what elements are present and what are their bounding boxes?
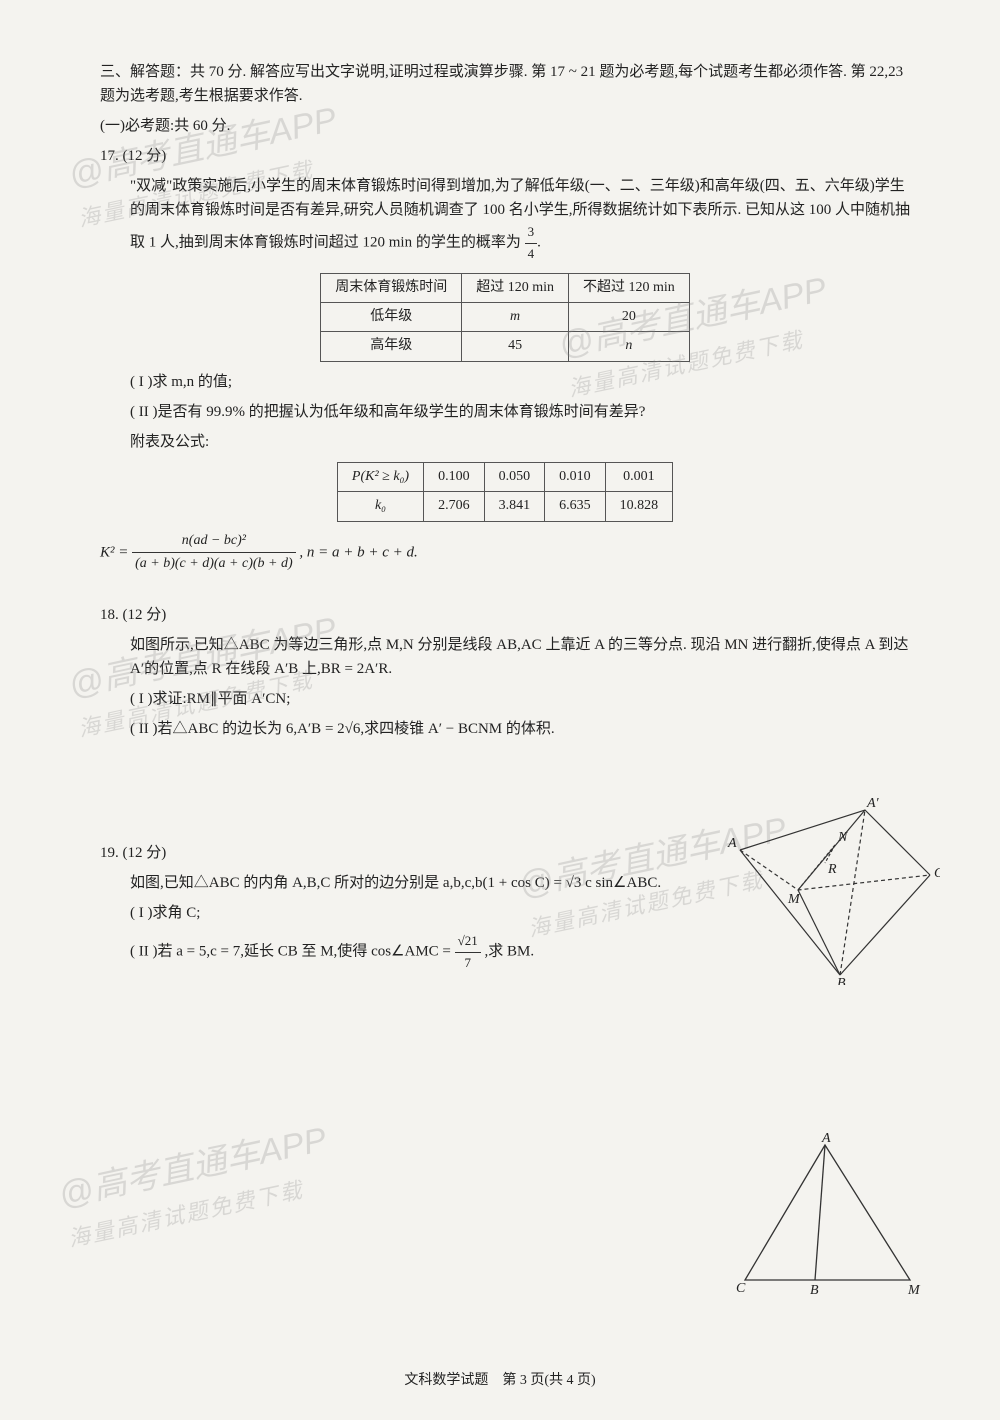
label-M: M — [907, 1283, 921, 1298]
q17-head: 17. (12 分) — [100, 144, 910, 168]
edge — [740, 850, 840, 975]
label-N: N — [837, 830, 848, 845]
q19-svg: A C B M — [730, 1130, 930, 1300]
q18-part2: ( II )若△ABC 的边长为 6,A′B = 2√6,求四棱锥 A′ − B… — [100, 717, 910, 741]
edge — [798, 890, 840, 975]
q17-table1: 周末体育锻炼时间 超过 120 min 不超过 120 min 低年级 m 20… — [320, 273, 690, 362]
label-R: R — [827, 862, 837, 877]
q18-svg: A A′ C B M N R — [710, 795, 940, 985]
th: 超过 120 min — [462, 273, 569, 302]
formula-tail: , n = a + b + c + d. — [299, 544, 417, 560]
td: 2.706 — [424, 492, 485, 521]
q17-attach: 附表及公式: — [100, 430, 910, 454]
td: 20 — [569, 302, 690, 331]
section-header: 三、解答题：共 70 分. 解答应写出文字说明,证明过程或演算步骤. 第 17 … — [100, 60, 910, 108]
th: 不超过 120 min — [569, 273, 690, 302]
th: P(K² ≥ k₀) — [337, 462, 423, 491]
td: 0.010 — [545, 462, 606, 491]
page-footer: 文科数学试题 第 3 页(共 4 页) — [0, 1370, 1000, 1392]
label-M: M — [787, 892, 801, 907]
q18-body: 如图所示,已知△ABC 为等边三角形,点 M,N 分别是线段 AB,AC 上靠近… — [100, 633, 910, 681]
label-A: A — [727, 836, 737, 851]
fraction-3-4: 34 — [525, 222, 538, 265]
formula-fraction: n(ad − bc)² (a + b)(c + d)(a + c)(b + d) — [132, 530, 296, 576]
th: 周末体育锻炼时间 — [321, 273, 462, 302]
q18-figure: A A′ C B M N R — [710, 795, 940, 985]
td: 0.050 — [484, 462, 545, 491]
q17-part2: ( II )是否有 99.9% 的把握认为低年级和高年级学生的周末体育锻炼时间有… — [100, 400, 910, 424]
q17-text: "双减"政策实施后,小学生的周末体育锻炼时间得到增加,为了解低年级(一、二、三年… — [130, 178, 910, 251]
label-B: B — [837, 976, 846, 985]
th: k₀ — [337, 492, 423, 521]
label-C: C — [934, 866, 940, 881]
q17-formula: K² = n(ad − bc)² (a + b)(c + d)(a + c)(b… — [100, 530, 910, 576]
q17-table2: P(K² ≥ k₀) 0.100 0.050 0.010 0.001 k₀ 2.… — [337, 462, 673, 522]
period: . — [537, 235, 541, 251]
q19-p2b: ,求 BM. — [485, 944, 535, 960]
q18-head: 18. (12 分) — [100, 603, 910, 627]
td: 3.841 — [484, 492, 545, 521]
q17-body: "双减"政策实施后,小学生的周末体育锻炼时间得到增加,为了解低年级(一、二、三年… — [100, 174, 910, 265]
td: 45 — [462, 332, 569, 361]
subsection-header: (一)必考题:共 60 分. — [100, 114, 910, 138]
edge — [840, 875, 930, 975]
fraction-sqrt21-7: √217 — [455, 931, 481, 974]
watermark: @高考直通车APP海量高清试题免费下载 — [54, 1113, 339, 1257]
q19-p2a: ( II )若 a = 5,c = 7,延长 CB 至 M,使得 cos∠AMC… — [130, 944, 451, 960]
exam-page: @高考直通车APP海量高清试题免费下载 @高考直通车APP海量高清试题免费下载 … — [0, 0, 1000, 1420]
td: n — [569, 332, 690, 361]
triangle — [745, 1145, 910, 1280]
td: 10.828 — [605, 492, 673, 521]
td: 0.100 — [424, 462, 485, 491]
q17-part1: ( I )求 m,n 的值; — [100, 370, 910, 394]
label-A: A — [821, 1131, 831, 1146]
td: 6.635 — [545, 492, 606, 521]
formula-lhs: K² = — [100, 544, 128, 560]
td: 0.001 — [605, 462, 673, 491]
label-B: B — [810, 1283, 819, 1298]
td: 低年级 — [321, 302, 462, 331]
q19-figure: A C B M — [730, 1130, 930, 1300]
label-Ap: A′ — [866, 796, 880, 811]
td: 高年级 — [321, 332, 462, 361]
td: m — [462, 302, 569, 331]
edge — [815, 1145, 825, 1280]
q18-part1: ( I )求证:RM∥平面 A′CN; — [100, 687, 910, 711]
label-C: C — [736, 1281, 746, 1296]
